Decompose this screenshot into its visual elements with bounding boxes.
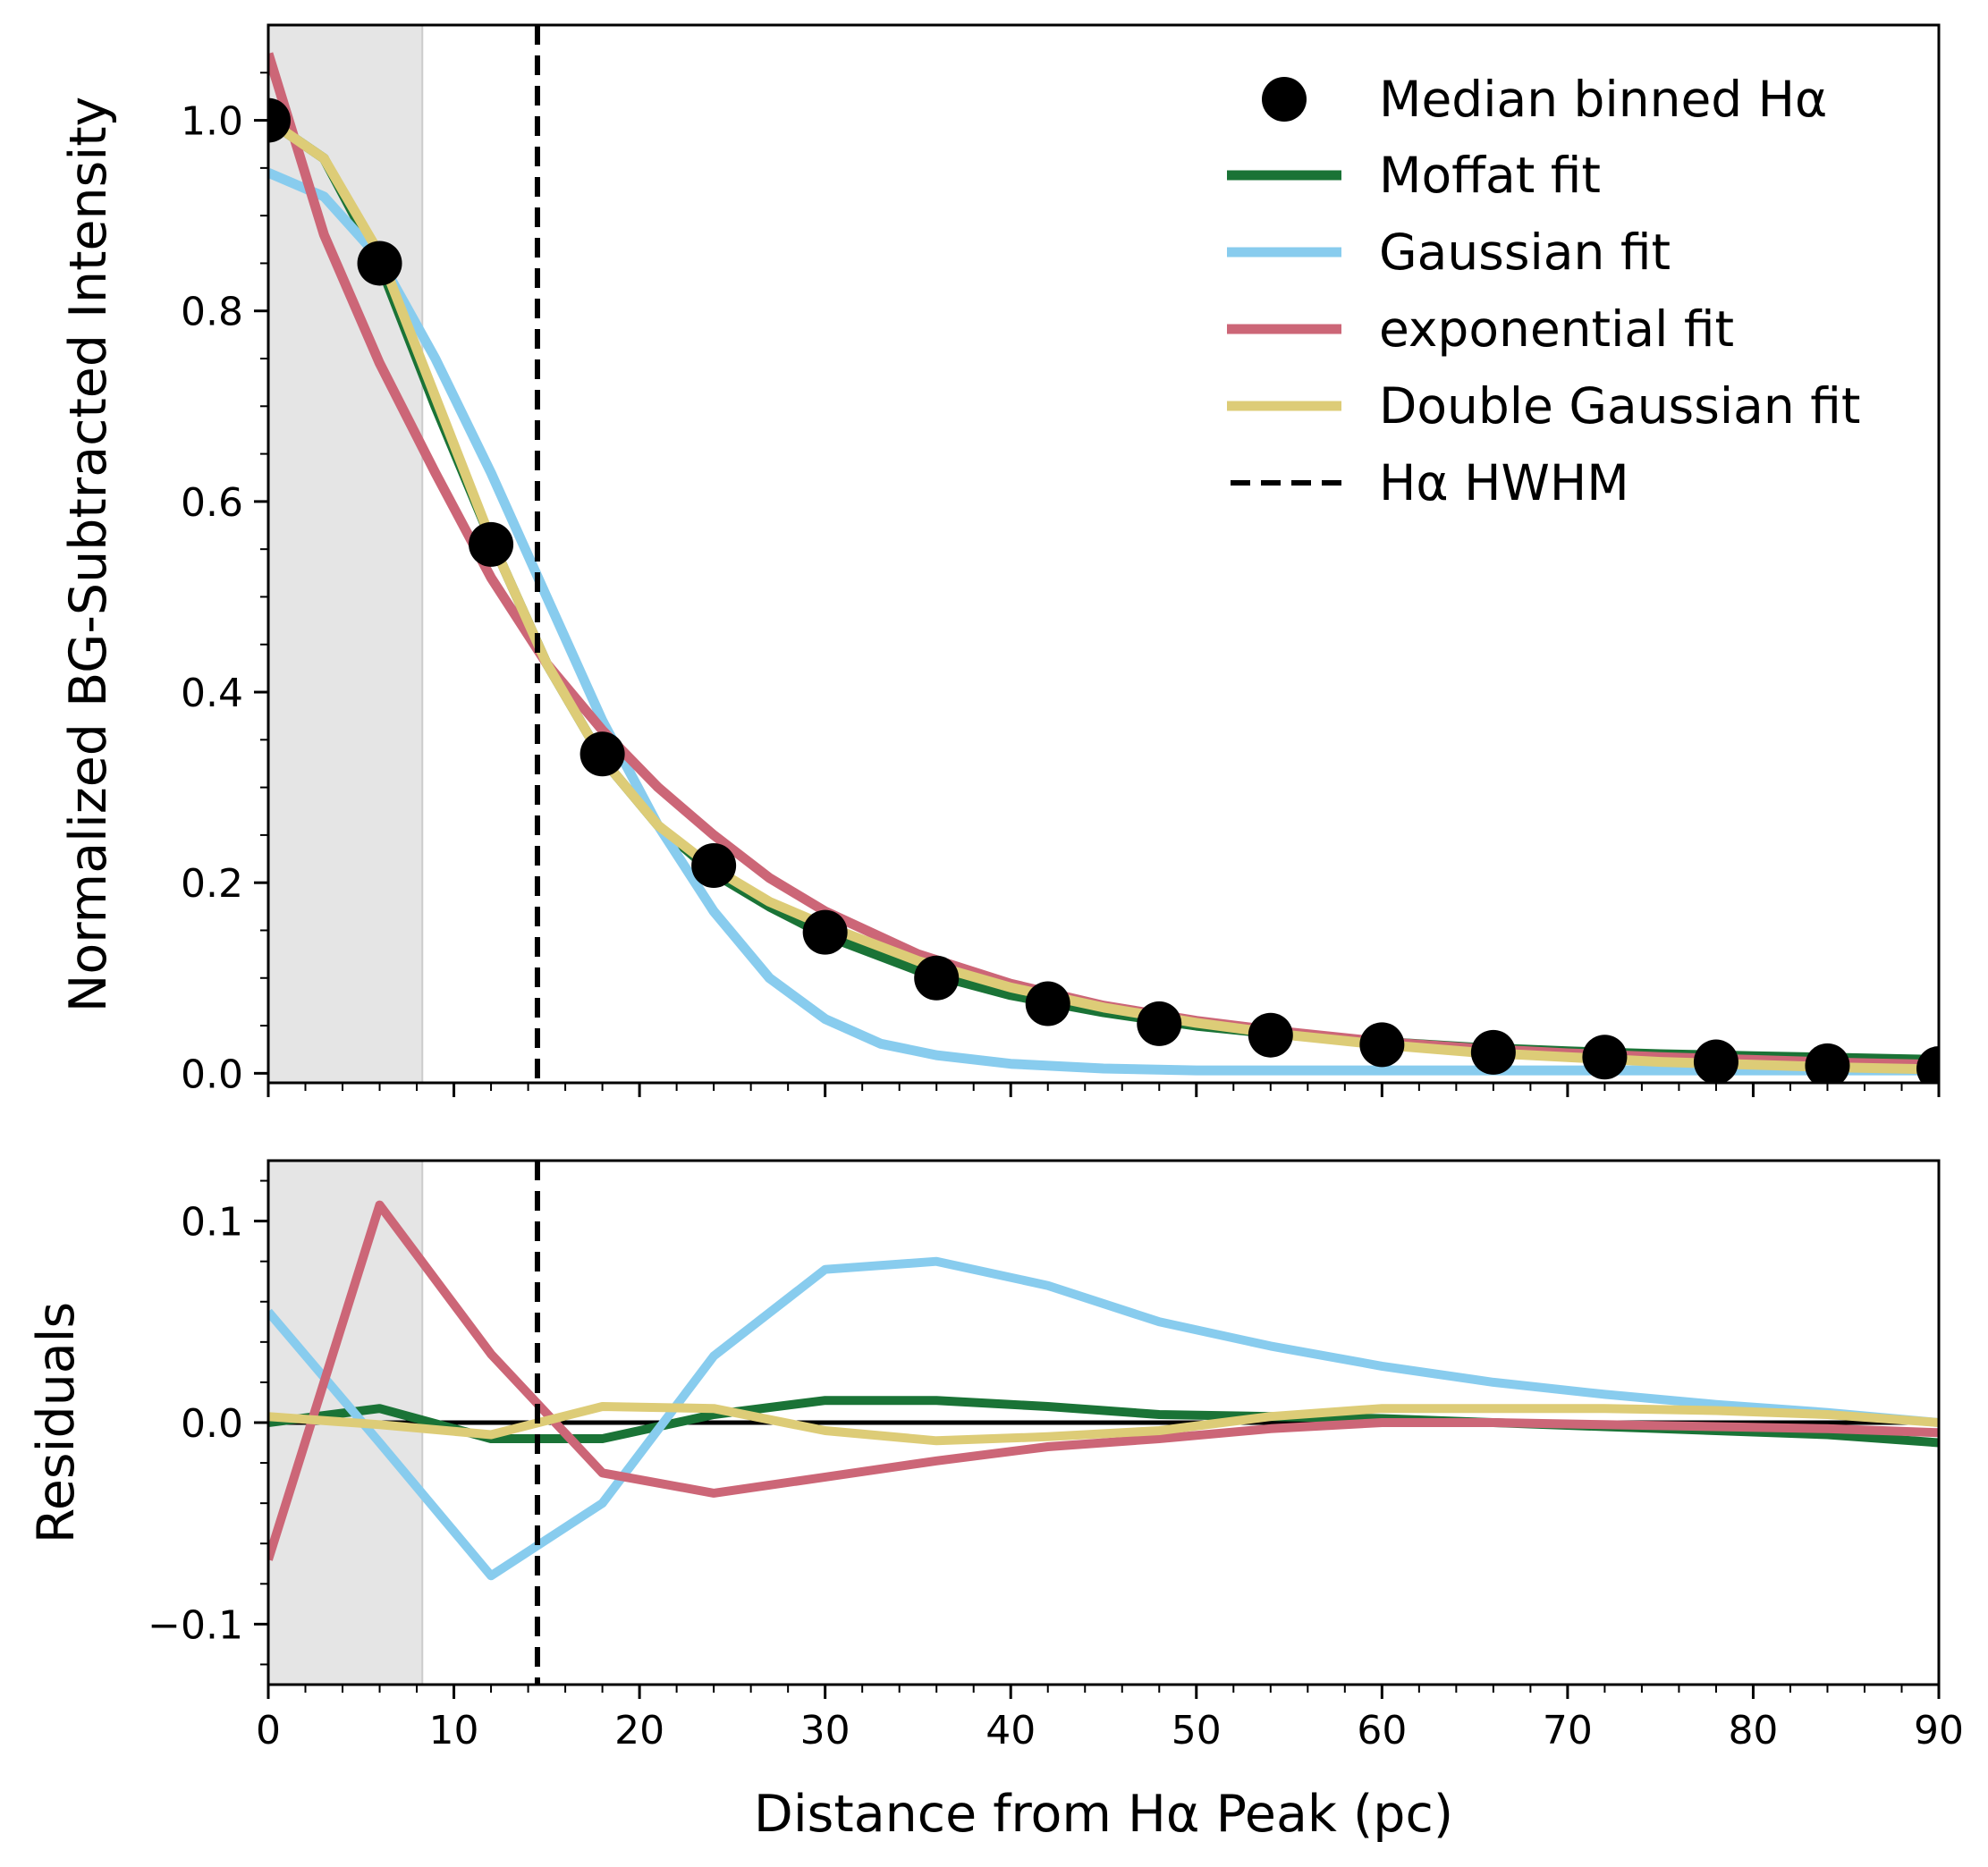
x-tick-label: 30 (800, 1708, 850, 1753)
median-point (914, 955, 960, 1001)
x-tick-label: 90 (1914, 1708, 1964, 1753)
x-tick-label: 50 (1172, 1708, 1222, 1753)
median-point (802, 909, 848, 955)
legend-label-double-gaussian: Double Gaussian fit (1379, 377, 1860, 435)
main-y-tick-label: 0.6 (181, 480, 243, 526)
median-point (469, 521, 514, 567)
main-profile-panel: 0.0 0.2 0.4 0.6 0.8 1.0 Normalized BG-Subtrac… (59, 23, 1941, 1097)
median-point (1359, 1022, 1405, 1068)
median-points (268, 97, 1939, 1083)
main-axes-frame (266, 23, 1941, 1085)
curve-gaussian-fit (268, 168, 1939, 1076)
legend-label-gaussian: Gaussian fit (1379, 224, 1671, 281)
median-point (1025, 981, 1070, 1026)
main-y-tick-label: 1.0 (181, 99, 243, 145)
residuals-y-tick-label: 0.0 (181, 1401, 243, 1447)
legend-label-median: Median binned Hα (1379, 71, 1827, 128)
curve-exponential-fit (268, 52, 1939, 1070)
residuals-ticks: −0.1 0.0 0.1 0 10 20 30 40 50 60 70 80 90 (148, 1179, 1964, 1753)
x-tick-label: 10 (429, 1708, 479, 1753)
x-tick-label: 60 (1357, 1708, 1407, 1753)
main-ticks: 0.0 0.2 0.4 0.6 0.8 1.0 (181, 72, 1941, 1097)
residuals-plot-area (268, 1161, 1939, 1685)
median-point (1470, 1029, 1516, 1075)
main-y-tick-label: 0.0 (181, 1052, 243, 1097)
residuals-y-tick-label: −0.1 (148, 1602, 243, 1648)
x-tick-label: 20 (614, 1708, 664, 1753)
median-point (1693, 1039, 1738, 1083)
x-axis-label: Distance from Hα Peak (pc) (754, 1785, 1453, 1844)
median-point (1137, 1001, 1182, 1046)
legend-label-hwhm: Hα HWHM (1379, 454, 1629, 511)
residuals-y-axis-label: Residuals (27, 1302, 86, 1543)
median-point (691, 843, 737, 889)
residuals-panel: −0.10.00.10 10 20 30 40 50 60 70 80 90 Residuals … (27, 1159, 1964, 1844)
main-y-axis-label: Normalized BG-Subtracted Intensity (59, 97, 118, 1013)
median-point (1582, 1035, 1628, 1080)
legend-label-exponential: exponential fit (1379, 300, 1734, 358)
median-point (1248, 1012, 1293, 1058)
x-tick-label: 80 (1728, 1708, 1778, 1753)
legend-marker-median (1262, 77, 1307, 122)
residual-double-gaussian-fit (268, 1402, 1939, 1446)
residual-gaussian-fit (268, 1256, 1939, 1581)
residual-exponential-fit (268, 1200, 1939, 1561)
x-tick-label: 40 (986, 1708, 1036, 1753)
main-y-tick-label: 0.8 (181, 290, 243, 335)
median-point (579, 731, 625, 777)
curve-double-gaussian-fit (268, 116, 1939, 1075)
median-point (1916, 1046, 1939, 1083)
x-tick-label: 70 (1543, 1708, 1593, 1753)
median-point (1805, 1043, 1850, 1083)
main-plot-area (268, 25, 1939, 1083)
legend-label-moffat: Moffat fit (1379, 147, 1601, 204)
median-point (268, 97, 291, 143)
main-y-tick-label: 0.4 (181, 671, 243, 716)
main-y-tick-label: 0.2 (181, 861, 243, 907)
x-tick-label: 0 (256, 1708, 281, 1753)
legend: Median binned Hα Moffat fit Gaussian fit… (1227, 71, 1860, 511)
residuals-y-tick-label: 0.1 (181, 1200, 243, 1246)
median-point (357, 241, 402, 286)
